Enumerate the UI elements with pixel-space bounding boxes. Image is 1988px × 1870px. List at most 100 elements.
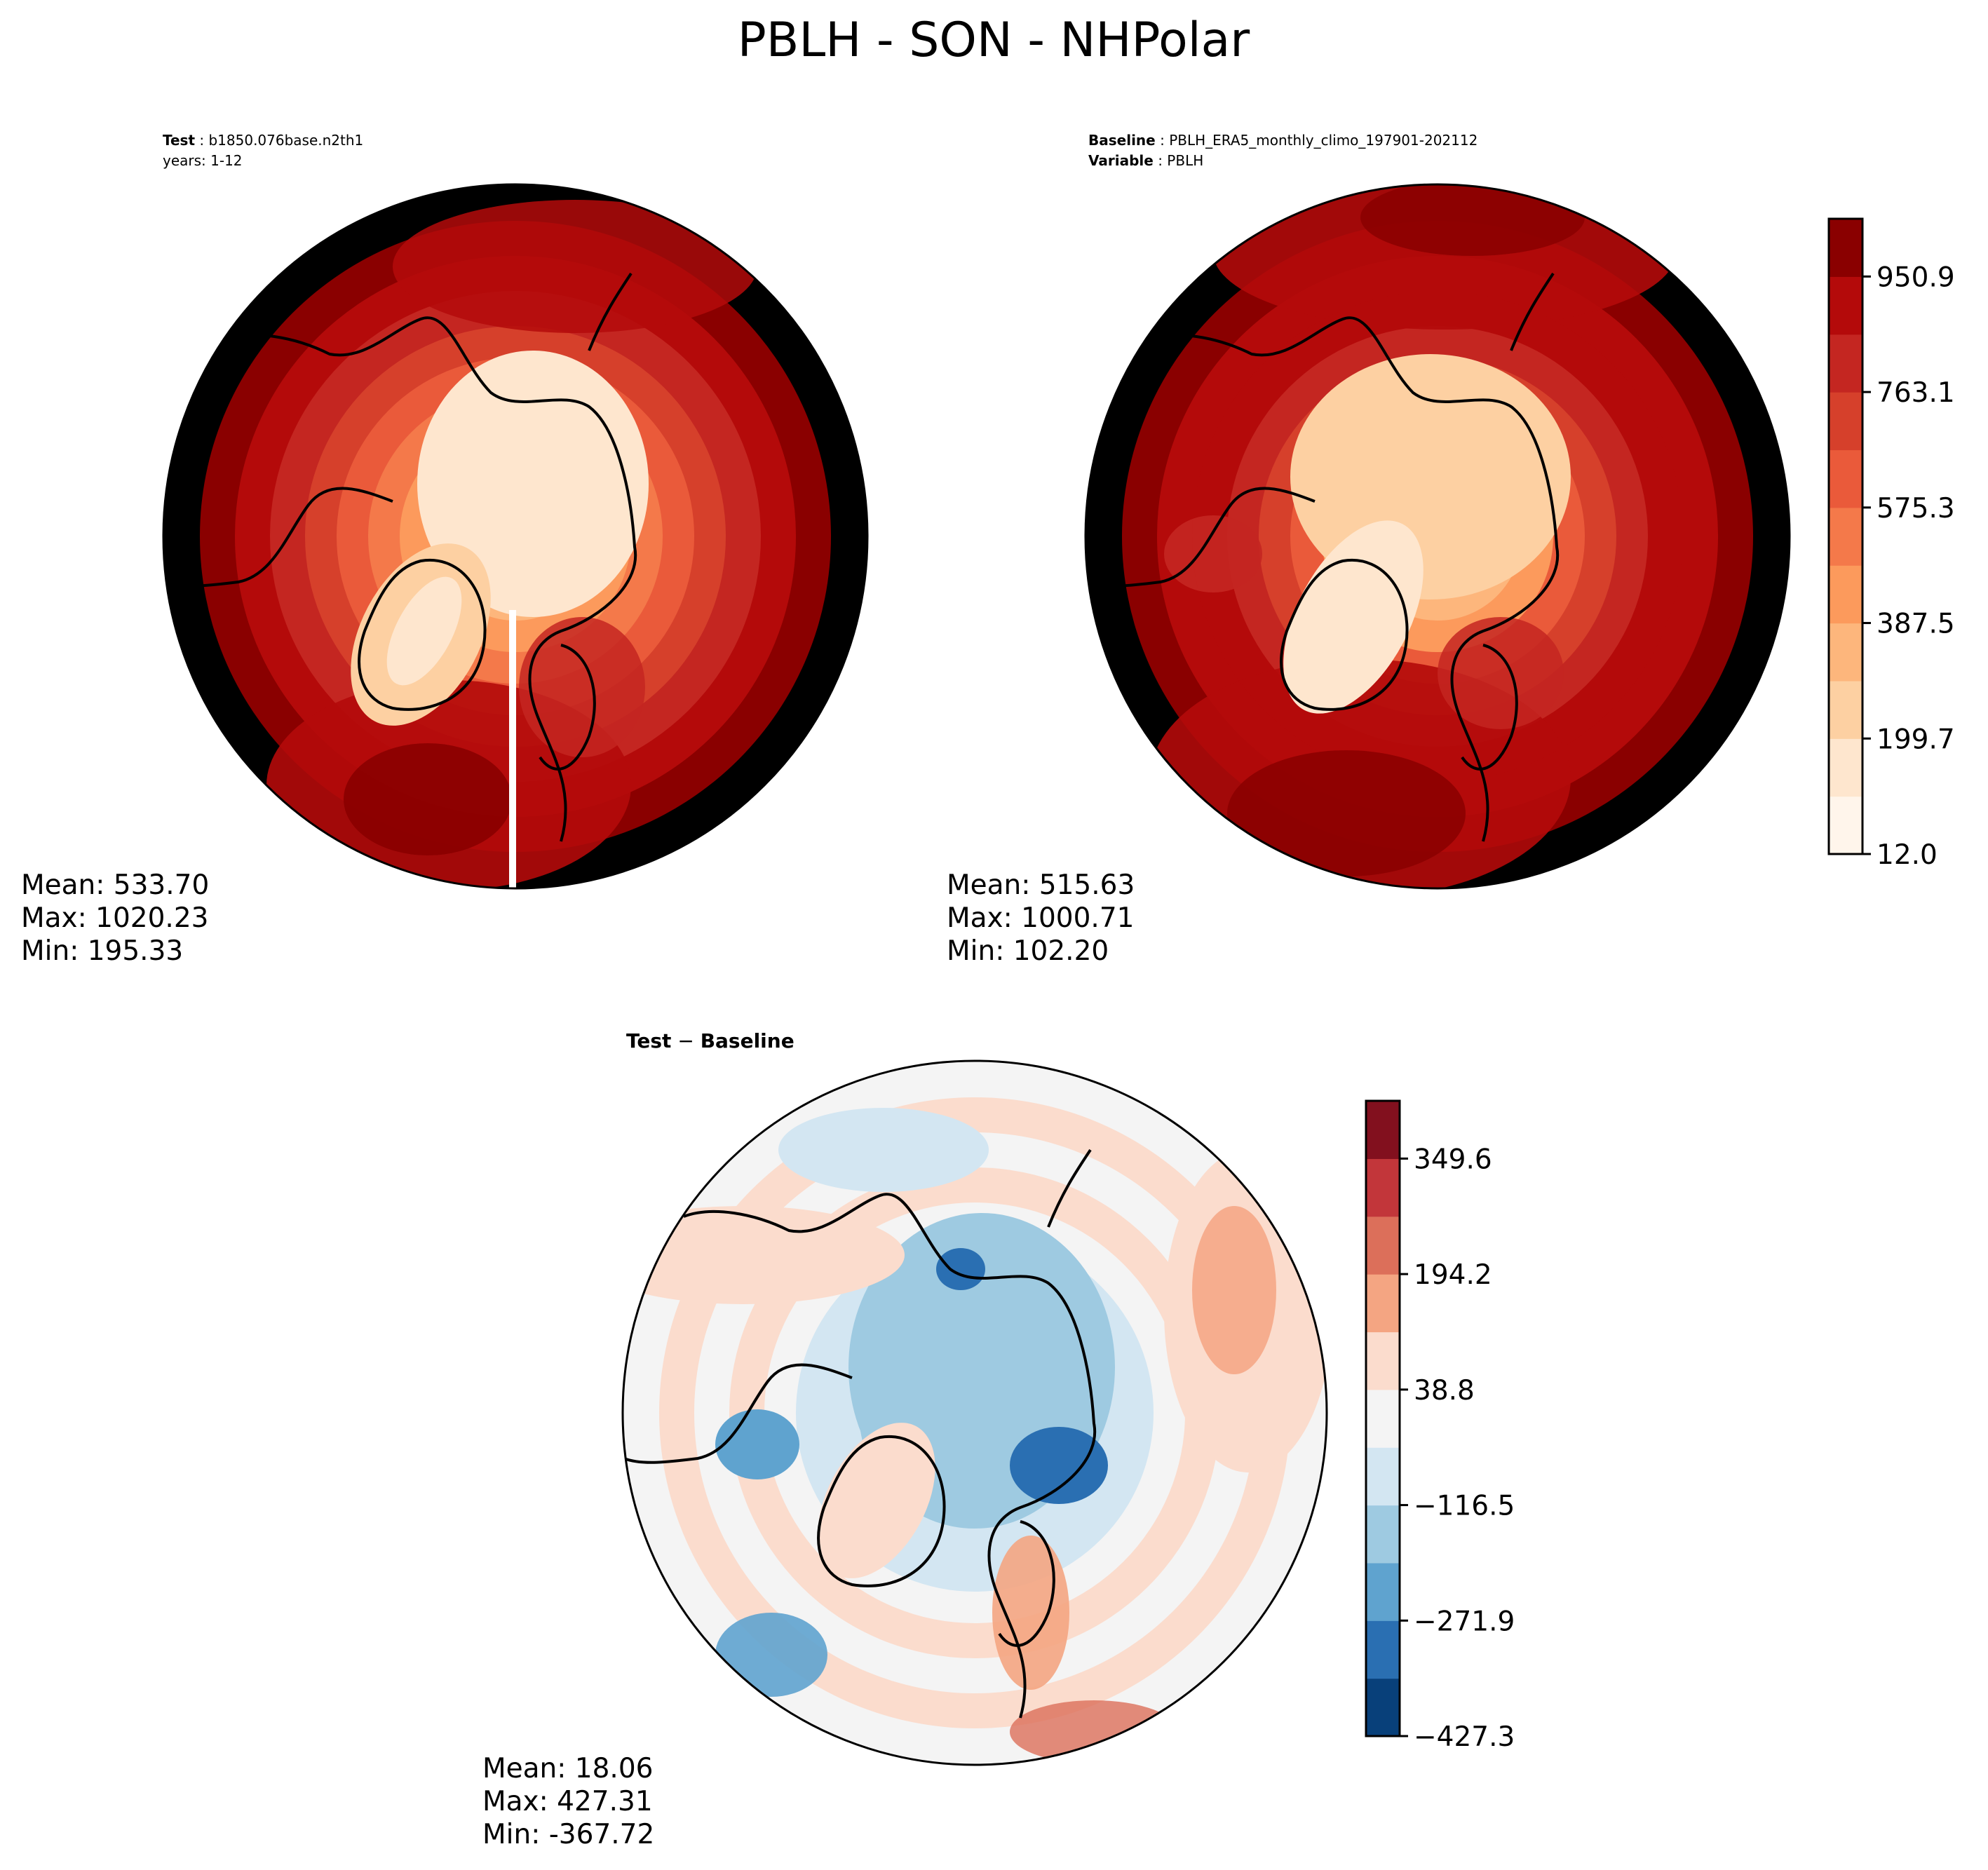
- baseline-map-boundary: [1084, 183, 1791, 890]
- figure-title: PBLH - SON - NHPolar: [738, 13, 1250, 68]
- test-stat-max: Max: 1020.23: [21, 902, 208, 934]
- main-colorbar-band-7: [1829, 449, 1862, 508]
- panel-difference: Test − Baseline: [482, 1029, 1328, 1850]
- baseline-header-sep2: :: [1154, 152, 1167, 169]
- difference-region-atlantic-negative: [715, 1613, 827, 1697]
- difference-header: Test − Baseline: [626, 1029, 794, 1052]
- test-stat-min: Min: 195.33: [21, 935, 183, 967]
- difference-coast-greenland: [817, 1435, 946, 1587]
- colorbar-difference: −427.3 −271.9 −116.5 38.8 194.2 349.6: [1365, 1099, 1515, 1753]
- main-colorbar-band-2: [1829, 738, 1862, 797]
- test-region-atlantic-core: [344, 743, 512, 855]
- difference-colorbar-band-6: [1366, 1389, 1400, 1448]
- main-colorbar-tick-label: 387.5: [1877, 609, 1955, 640]
- test-region-pacific: [393, 200, 757, 333]
- main-colorbar-band-5: [1829, 565, 1862, 624]
- baseline-region-barents: [1438, 617, 1564, 729]
- test-coast-scandinavia: [539, 644, 596, 771]
- test-coastlines: [164, 272, 637, 842]
- baseline-header-label2: Variable: [1088, 152, 1154, 169]
- difference-colorbar-band-2: [1366, 1620, 1400, 1679]
- main-colorbar-tick-label: 12.0: [1877, 839, 1938, 871]
- difference-colorbar-tick-label: 349.6: [1414, 1144, 1492, 1175]
- difference-region-scandinavia-positive: [992, 1536, 1069, 1690]
- test-header-line1: Test : b1850.076base.n2th1: [163, 132, 363, 149]
- main-colorbar-band-3: [1829, 680, 1862, 739]
- difference-colorbar-band-4: [1366, 1505, 1400, 1564]
- baseline-header-line1: Baseline : PBLH_ERA5_monthly_climo_19790…: [1088, 132, 1478, 149]
- difference-region-laptev-negative: [936, 1248, 985, 1290]
- baseline-regions: [1150, 184, 1676, 888]
- difference-colorbar-band-8: [1366, 1274, 1400, 1333]
- test-coast-kamchatka: [588, 272, 633, 351]
- test-region-barents: [519, 617, 645, 757]
- main-colorbar-band-8: [1829, 392, 1862, 451]
- baseline-coastlines: [1086, 272, 1560, 842]
- test-header-line2: years: 1-12: [163, 152, 243, 169]
- difference-header-sep: −: [671, 1029, 700, 1052]
- main-colorbar-band-10: [1829, 276, 1862, 335]
- baseline-region-hudson: [1164, 515, 1262, 592]
- difference-colorbar-tick-label: −116.5: [1414, 1491, 1515, 1522]
- colorbar-main: 12.0 199.7 387.5 575.3 763.1 950.9: [1827, 217, 1955, 871]
- test-stats: Mean: 533.70 Max: 1020.23 Min: 195.33: [21, 869, 209, 967]
- test-map: [163, 184, 867, 888]
- difference-colorbar-outline: [1365, 1099, 1401, 1737]
- main-colorbar-band-9: [1829, 334, 1862, 393]
- main-colorbar-tick-label: 950.9: [1877, 262, 1955, 293]
- main-colorbar-band-6: [1829, 507, 1862, 566]
- difference-colorbar-band-7: [1366, 1332, 1400, 1390]
- test-missing-data-strip: [509, 610, 516, 888]
- test-coast-north-america: [164, 487, 393, 588]
- difference-coastlines: [623, 1149, 1097, 1719]
- main-colorbar-tick-label: 199.7: [1877, 724, 1955, 755]
- difference-region-hudson-negative: [715, 1409, 799, 1479]
- baseline-stats: Mean: 515.63 Max: 1000.71 Min: 102.20: [947, 869, 1135, 967]
- baseline-coast-kamchatka: [1510, 272, 1555, 351]
- difference-stat-min: Min: -367.72: [482, 1819, 654, 1850]
- baseline-stat-max: Max: 1000.71: [947, 902, 1134, 934]
- difference-colorbar-band-3: [1366, 1562, 1400, 1621]
- main-colorbar-tick-label: 763.1: [1877, 377, 1955, 409]
- difference-map: [623, 1061, 1327, 1765]
- baseline-header-value2: PBLH: [1167, 152, 1203, 169]
- test-map-boundary: [162, 183, 869, 890]
- difference-colorbar-band-10: [1366, 1158, 1400, 1217]
- difference-colorbar-band-11: [1366, 1101, 1400, 1159]
- difference-stat-mean: Mean: 18.06: [482, 1753, 653, 1784]
- difference-coast-kamchatka: [1047, 1149, 1092, 1228]
- baseline-map: [1086, 184, 1790, 888]
- panel-test: Test : b1850.076base.n2th1 years: 1-12: [21, 132, 869, 967]
- main-colorbar-band-4: [1829, 623, 1862, 682]
- baseline-coast-greenland: [1280, 558, 1409, 711]
- test-header-label: Test: [163, 132, 195, 149]
- test-coast-greenland: [358, 558, 487, 711]
- difference-region-america-positive: [623, 1206, 905, 1304]
- baseline-header-value: PBLH_ERA5_monthly_climo_197901-202112: [1169, 132, 1478, 149]
- test-region-arctic: [417, 351, 649, 617]
- difference-colorbar-band-5: [1366, 1447, 1400, 1506]
- difference-coast-scandinavia: [998, 1520, 1055, 1647]
- baseline-stat-mean: Mean: 515.63: [947, 869, 1135, 901]
- difference-colorbar-tick-label: 194.2: [1414, 1259, 1492, 1291]
- main-colorbar-band-11: [1829, 219, 1862, 277]
- difference-header-label: Test: [626, 1029, 671, 1052]
- main-colorbar-outline: [1827, 217, 1864, 855]
- main-colorbar-tick-label: 575.3: [1877, 493, 1955, 524]
- test-region-greenland-core: [386, 576, 462, 686]
- baseline-stat-min: Min: 102.20: [947, 935, 1109, 967]
- test-coast-eurasia: [224, 316, 637, 842]
- difference-stat-max: Max: 427.31: [482, 1786, 653, 1817]
- difference-colorbar-tick-label: 38.8: [1414, 1375, 1475, 1407]
- baseline-coast-north-america: [1086, 487, 1316, 588]
- baseline-header-line2: Variable : PBLH: [1088, 152, 1203, 169]
- difference-coast-north-america: [623, 1363, 853, 1464]
- main-colorbar-band-1: [1829, 796, 1862, 855]
- difference-colorbar-tick-label: −427.3: [1414, 1721, 1515, 1753]
- test-stat-mean: Mean: 533.70: [21, 869, 209, 901]
- baseline-coast-scandinavia: [1461, 644, 1518, 771]
- difference-region-pacific-negative: [778, 1108, 989, 1192]
- difference-region-europe-positive: [1010, 1700, 1178, 1763]
- difference-colorbar-tick-label: −271.9: [1414, 1606, 1515, 1637]
- test-regions: [266, 200, 757, 888]
